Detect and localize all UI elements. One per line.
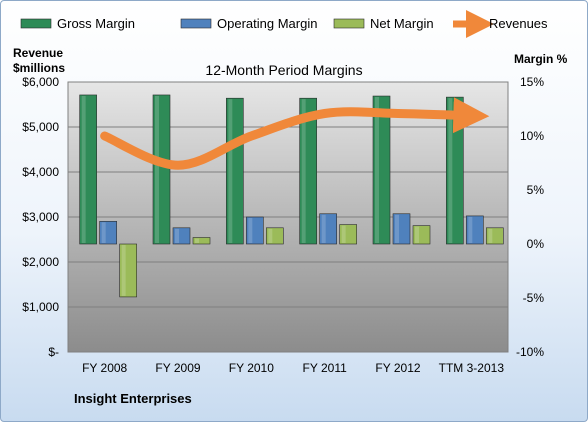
- right-axis-title: Margin %: [514, 52, 568, 66]
- bar-highlight: [81, 95, 86, 244]
- category-label: FY 2010: [229, 361, 274, 375]
- bar-operating-margin: [392, 213, 411, 245]
- bar-gross-margin: [299, 97, 317, 245]
- bar-highlight: [415, 226, 419, 243]
- bar-highlight: [248, 218, 253, 243]
- bar-operating-margin: [172, 227, 191, 245]
- bar-net-margin: [486, 227, 504, 245]
- bar-operating-margin: [319, 213, 337, 245]
- bar-highlight: [121, 245, 126, 296]
- left-tick-label: $3,000: [22, 210, 59, 224]
- legend-label-net-margin: Net Margin: [370, 16, 434, 31]
- left-axis-title-line1: Revenue: [13, 46, 63, 60]
- bar-highlight: [268, 228, 273, 243]
- category-label: FY 2008: [82, 361, 127, 375]
- category-label: TTM 3-2013: [439, 361, 505, 375]
- right-tick-label: 5%: [527, 183, 545, 197]
- bar-highlight: [375, 97, 379, 243]
- bar-operating-margin: [466, 215, 484, 245]
- revenues-line: [100, 97, 490, 170]
- right-tick-label: 0%: [527, 237, 545, 251]
- chart-title: 12-Month Period Margins: [205, 62, 362, 78]
- bar-highlight: [301, 99, 306, 243]
- bar-highlight: [155, 95, 159, 244]
- right-tick-label: -5%: [523, 291, 545, 305]
- bar-highlight: [468, 216, 473, 243]
- bar-net-margin: [412, 225, 431, 245]
- left-tick-label: $1,000: [22, 300, 59, 314]
- bar-highlight: [228, 99, 233, 243]
- legend-label-gross-margin: Gross Margin: [57, 16, 135, 31]
- right-tick-label: 10%: [520, 129, 544, 143]
- company-name: Insight Enterprises: [74, 391, 192, 406]
- bar-highlight: [175, 228, 179, 243]
- bar-gross-margin: [152, 94, 171, 245]
- left-tick-label: $5,000: [22, 120, 59, 134]
- left-axis-title-line2: $millions: [13, 61, 65, 75]
- legend-swatch-net-margin: [333, 18, 365, 29]
- bar-net-margin: [266, 227, 284, 245]
- left-tick-label: $2,000: [22, 255, 59, 269]
- bar-highlight: [488, 228, 493, 243]
- bar-highlight: [101, 222, 106, 243]
- category-label: FY 2009: [155, 361, 200, 375]
- bar-operating-margin: [246, 216, 264, 245]
- bar-gross-margin: [372, 95, 391, 245]
- bar-highlight: [395, 214, 399, 243]
- legend-swatch-operating-margin: [180, 18, 212, 29]
- left-tick-label: $-: [48, 345, 59, 359]
- left-tick-label: $6,000: [22, 75, 59, 89]
- category-label: FY 2012: [375, 361, 420, 375]
- legend-label-revenues: Revenues: [489, 16, 548, 31]
- legend-label-operating-margin: Operating Margin: [217, 16, 317, 31]
- bar-highlight: [195, 238, 199, 243]
- category-label: FY 2011: [303, 361, 348, 375]
- bar-highlight: [321, 214, 326, 243]
- bar-operating-margin: [99, 221, 117, 245]
- bar-gross-margin: [79, 94, 97, 245]
- bar-highlight: [341, 225, 346, 243]
- left-tick-label: $4,000: [22, 165, 59, 179]
- bar-gross-margin: [446, 96, 464, 245]
- bar-net-margin: [339, 224, 357, 245]
- right-tick-label: 15%: [520, 75, 544, 89]
- legend-swatch-gross-margin: [20, 18, 52, 29]
- bar-net-margin: [192, 237, 211, 245]
- right-tick-label: -10%: [516, 345, 544, 359]
- bar-net-margin: [119, 243, 137, 298]
- bar-highlight: [448, 98, 453, 244]
- bar-gross-margin: [226, 97, 244, 245]
